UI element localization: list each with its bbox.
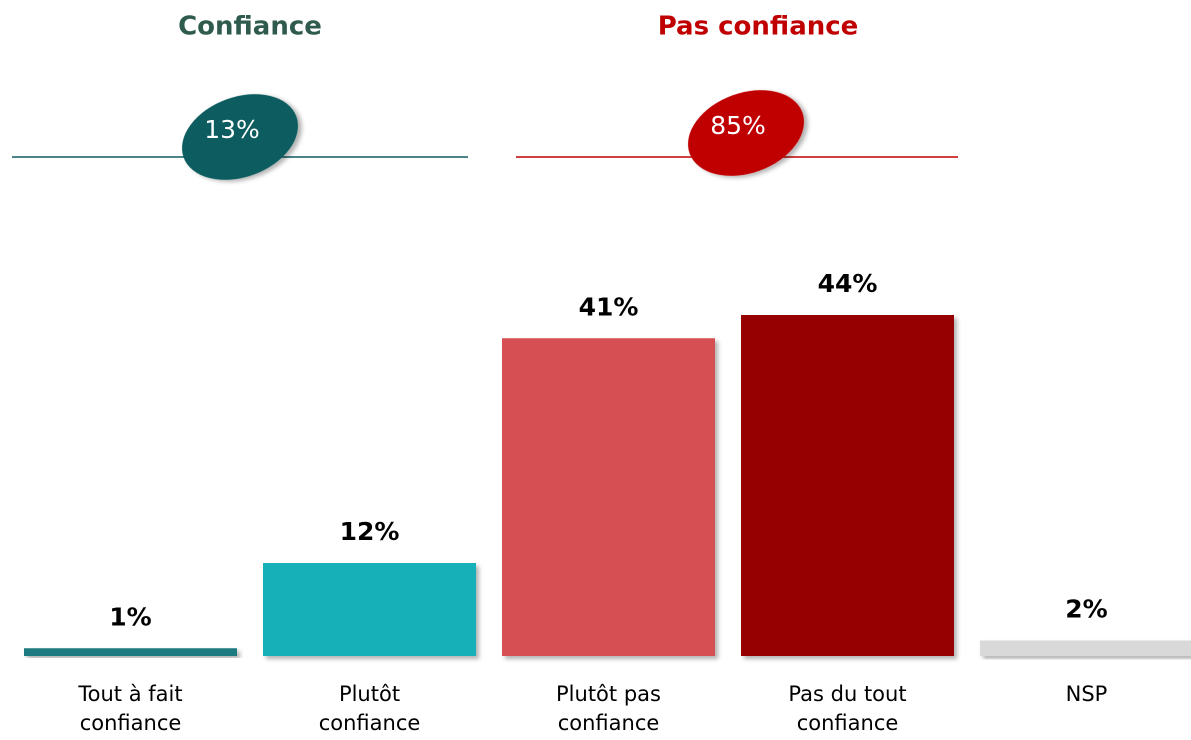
group-title: Pas confiance (658, 12, 859, 42)
value-label: 44% (818, 269, 878, 298)
bar (980, 640, 1191, 656)
group-title: Confiance (178, 12, 322, 42)
value-label: 12% (340, 517, 400, 546)
group-value-label: 85% (710, 111, 766, 140)
category-label: Plutôt confiance (318, 682, 421, 735)
group-badge (687, 90, 805, 176)
group-value-label: 13% (204, 115, 260, 144)
value-label: 41% (579, 292, 639, 321)
group-badge (181, 94, 299, 180)
bar (741, 315, 954, 656)
category-label: NSP (1065, 682, 1108, 706)
category-label: Plutôt pas confiance (556, 682, 661, 735)
category-label: Tout à fait confiance (78, 682, 183, 735)
value-label: 2% (1065, 595, 1107, 624)
value-label: 1% (109, 602, 151, 631)
category-label: Pas du tout confiance (788, 682, 907, 735)
bar (263, 563, 476, 656)
bar (24, 648, 237, 656)
bar (502, 338, 715, 656)
